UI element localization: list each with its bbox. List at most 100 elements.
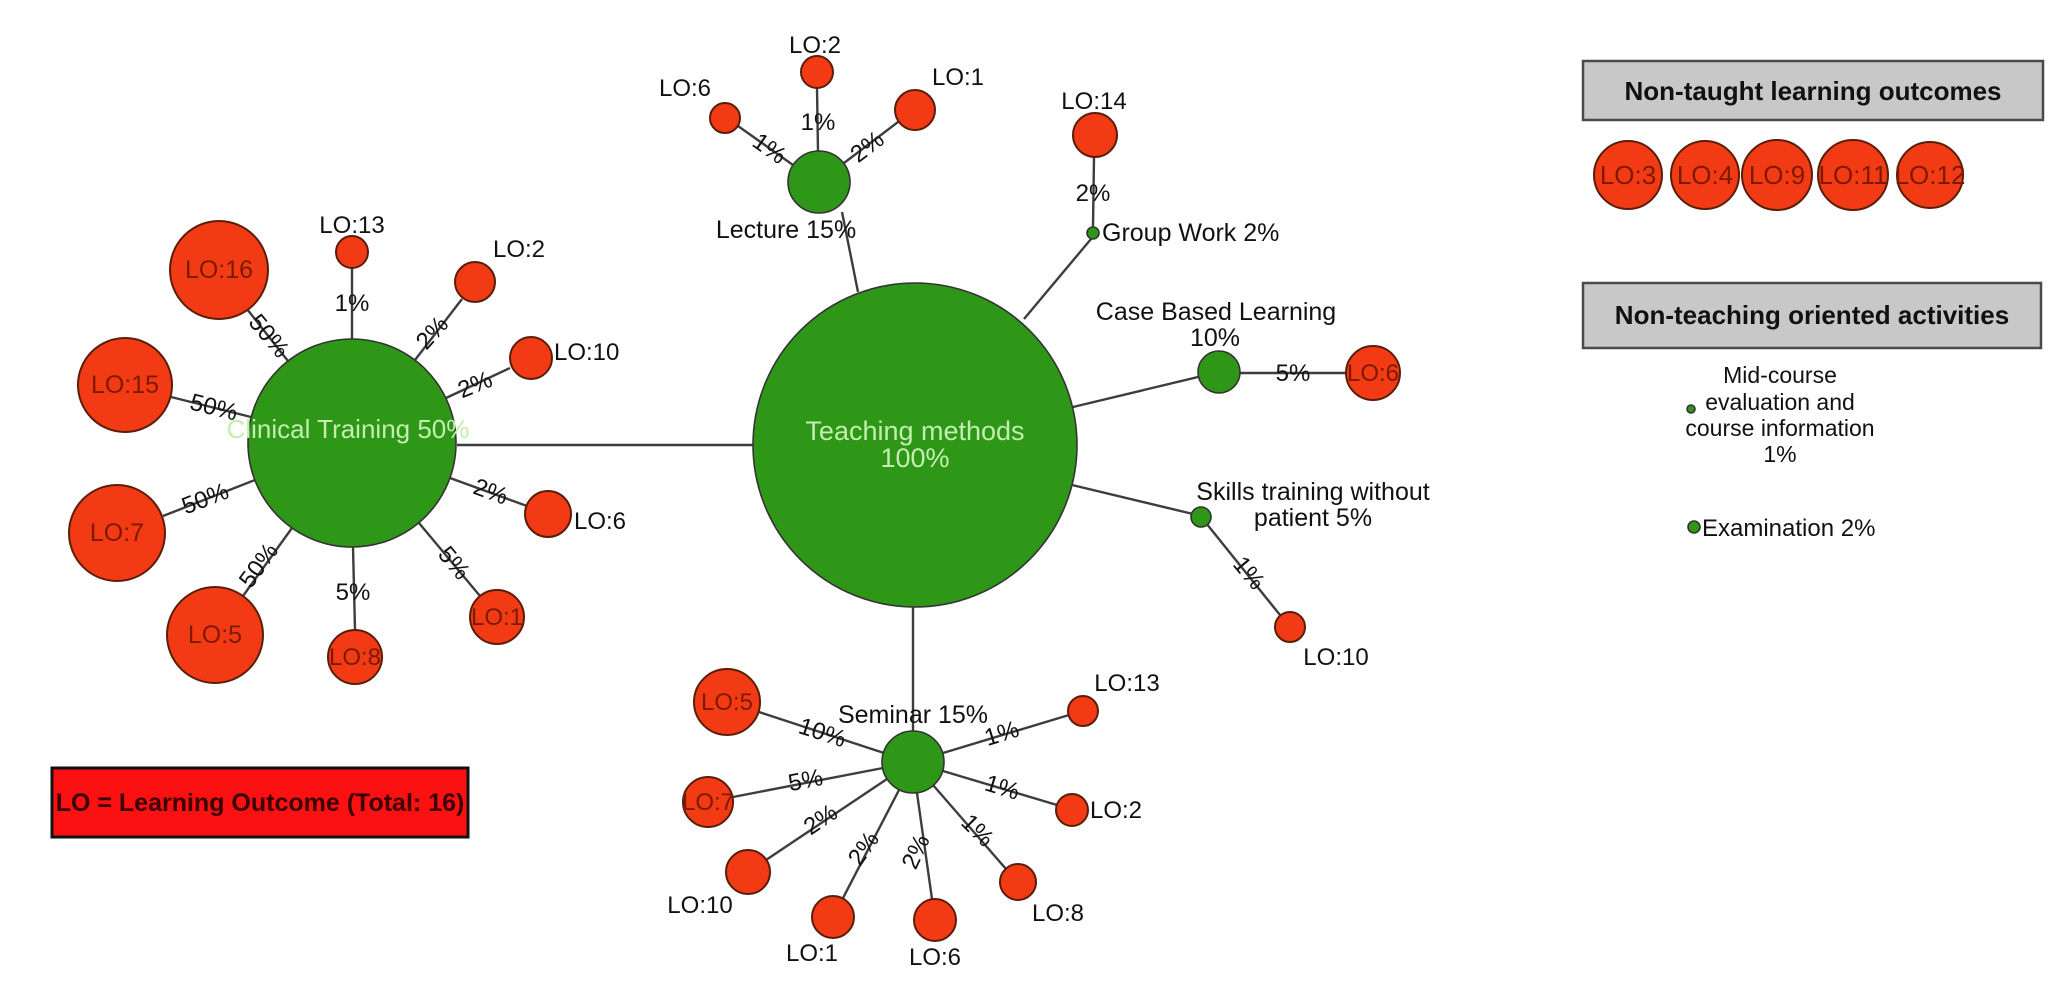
- lecture-label: Lecture 15%: [716, 216, 856, 244]
- edge-clinical-lo16: [246, 308, 289, 362]
- skills-label-line2: patient 5%: [1254, 504, 1372, 532]
- node-clinical-lo8: [327, 629, 383, 685]
- outcome-outer-labels: LO:13 LO:2 LO:10 LO:6 LO:6 LO:2 LO:1 LO:…: [319, 32, 1368, 971]
- node-clinical-lo7: [68, 484, 166, 582]
- group-work-lo14-label: LO:14: [1061, 88, 1126, 115]
- node-lecture-lo6: [709, 102, 741, 134]
- seminar-label: Seminar 15%: [838, 701, 988, 729]
- mid-course-label-line4: 1%: [1763, 441, 1796, 467]
- edge-clinical-lo10: [445, 366, 511, 400]
- edge-lecture-lo6: [737, 125, 794, 166]
- non-taught-lo9-label: LO:9: [1749, 160, 1805, 190]
- pct-clinical-lo7: 50%: [178, 478, 233, 520]
- node-seminar-lo8: [999, 863, 1037, 901]
- pct-lecture-lo2: 1%: [801, 109, 836, 136]
- node-non-taught-lo9: [1741, 139, 1813, 211]
- non-taught-header-title: Non-taught learning outcomes: [1625, 76, 2002, 106]
- node-clinical-lo15: [77, 337, 173, 433]
- node-mid-course-dot: [1686, 404, 1696, 414]
- node-clinical-lo10: [509, 336, 553, 380]
- non-teaching-header-title: Non-teaching oriented activities: [1615, 300, 2009, 330]
- edge-seminar-lo7: [732, 766, 884, 799]
- lecture-lo1-label: LO:1: [932, 64, 984, 91]
- method-labels: Teaching methods 100% Clinical Training …: [227, 216, 1430, 729]
- node-seminar-lo7: [682, 776, 734, 828]
- non-taught-lo3-label: LO:3: [1600, 160, 1656, 190]
- non-taught-lo12-label: LO:12: [1895, 160, 1966, 190]
- pct-clinical-lo5: 50%: [234, 538, 284, 593]
- edge-clinical-lo2: [414, 298, 463, 361]
- seminar-lo8-label: LO:8: [1032, 900, 1084, 927]
- panel-non-taught: Non-taught learning outcomes LO:3 LO:4 L…: [1581, 59, 2045, 211]
- edge-clinical-lo7: [162, 478, 256, 518]
- node-non-taught-lo12: [1896, 141, 1964, 209]
- method-nodes: [247, 150, 1241, 794]
- edge-seminar-lo5: [758, 710, 885, 755]
- case-based-label-line2: 10%: [1190, 324, 1240, 352]
- edge-teaching-skills: [1071, 483, 1194, 516]
- pct-seminar-lo8: 1%: [955, 809, 999, 853]
- seminar-lo6-label: LO:6: [909, 944, 961, 971]
- legend-label: LO = Learning Outcome (Total: 16): [56, 789, 465, 817]
- case-based-lo6-label: LO:6: [1347, 360, 1399, 387]
- non-taught-lo11-label: LO:11: [1819, 160, 1888, 190]
- node-seminar-lo1: [811, 895, 855, 939]
- examination-label: Examination 2%: [1702, 515, 1875, 542]
- pct-lecture-lo6: 1%: [747, 128, 791, 170]
- edge-clinical-lo1: [418, 522, 481, 597]
- edge-seminar-lo10: [765, 778, 888, 861]
- skills-label-line1: Skills training without: [1196, 478, 1429, 506]
- node-lecture-lo1: [894, 89, 936, 131]
- outcome-inner-labels: LO:16 LO:15 LO:7 LO:5 LO:1 LO:8 LO:6 LO:…: [90, 256, 1399, 816]
- clinical-lo8-label: LO:8: [329, 644, 381, 671]
- edge-group-work-lo14: [1091, 156, 1096, 228]
- pct-clinical-lo16: 50%: [243, 309, 295, 363]
- teaching-methods-label-line1: Teaching methods: [805, 416, 1024, 446]
- non-taught-lo4-label: LO:4: [1677, 160, 1733, 190]
- seminar-lo13-label: LO:13: [1094, 670, 1159, 697]
- seminar-lo10-label: LO:10: [667, 892, 732, 919]
- panel-non-teaching: Non-teaching oriented activities Mid-cou…: [1581, 281, 2043, 542]
- node-skills-lo10: [1274, 611, 1306, 643]
- clinical-lo16-label: LO:16: [185, 256, 253, 284]
- pct-group-work-lo14: 2%: [1076, 180, 1111, 207]
- non-teaching-header-box: [1581, 281, 2043, 350]
- mid-course-label-line1: Mid-course: [1723, 362, 1837, 388]
- edge-teaching-case-based: [1072, 375, 1199, 409]
- node-clinical-lo6: [524, 490, 572, 538]
- pct-seminar-lo6: 2%: [897, 830, 936, 873]
- edge-seminar-lo8: [932, 784, 1007, 870]
- clinical-lo2-label: LO:2: [493, 236, 545, 263]
- node-seminar-lo10: [725, 849, 771, 895]
- node-lecture-lo2: [800, 55, 834, 89]
- node-clinical-lo5: [166, 586, 264, 684]
- node-lecture: [787, 150, 851, 214]
- node-skills-training: [1190, 506, 1212, 528]
- seminar-lo2-label: LO:2: [1090, 797, 1142, 824]
- node-seminar-lo5: [693, 668, 761, 736]
- legend-box: [50, 766, 470, 839]
- node-case-based-learning: [1197, 350, 1241, 394]
- node-seminar-lo13: [1067, 695, 1099, 727]
- edge-lecture-lo1: [843, 121, 899, 164]
- legend: LO = Learning Outcome (Total: 16): [50, 766, 470, 839]
- node-clinical-lo13: [335, 235, 369, 269]
- edge-seminar-lo1: [841, 789, 901, 899]
- pct-case-based-lo6: 5%: [1276, 360, 1311, 387]
- seminar-lo5-label: LO:5: [701, 689, 753, 716]
- pct-seminar-lo7: 5%: [786, 764, 825, 797]
- node-clinical-lo1: [469, 589, 525, 645]
- lecture-lo2-label: LO:2: [789, 32, 841, 59]
- edge-seminar-lo2: [942, 769, 1058, 807]
- clinical-training-label: Clinical Training 50%: [227, 414, 470, 444]
- clinical-lo5-label: LO:5: [188, 621, 242, 649]
- edge-seminar-lo6: [915, 792, 934, 900]
- clinical-lo6-label: LO:6: [574, 508, 626, 535]
- edge-teaching-lecture: [840, 211, 860, 293]
- node-seminar: [881, 730, 945, 794]
- node-clinical-training: [247, 338, 457, 548]
- node-seminar-lo2: [1055, 793, 1089, 827]
- node-non-taught-lo11: [1817, 139, 1889, 211]
